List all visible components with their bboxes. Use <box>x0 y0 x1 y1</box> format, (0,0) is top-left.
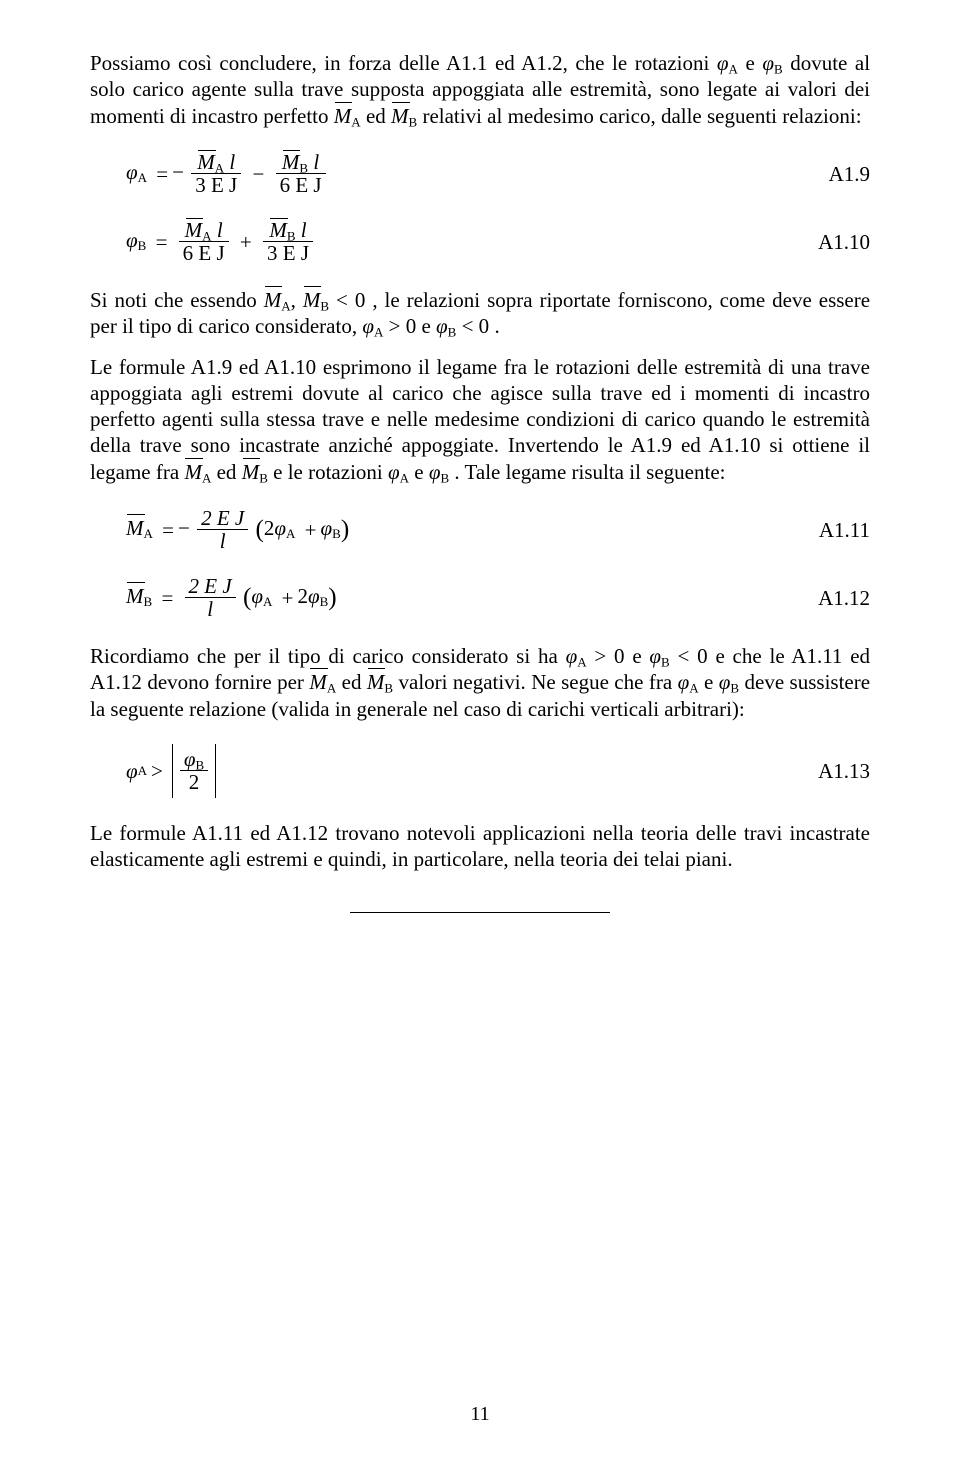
equation-number: A1.13 <box>794 758 870 784</box>
phi-a-symbol: φ <box>717 51 729 75</box>
equation-a1-13: φA > φB 2 A1.13 <box>126 744 870 798</box>
text: . Tale legame risulta il seguente: <box>454 460 725 484</box>
text: . <box>494 314 499 338</box>
m-bar-a: M <box>334 103 352 129</box>
text: ed <box>366 104 391 128</box>
paragraph-1: Possiamo così concludere, in forza delle… <box>90 50 870 129</box>
text: Possiamo così concludere, in forza delle… <box>90 51 717 75</box>
text: e le rotazioni <box>273 460 388 484</box>
equation-number: A1.12 <box>794 585 870 611</box>
paragraph-4: Ricordiamo che per il tipo di carico con… <box>90 643 870 722</box>
phi-b-symbol: φ <box>762 51 774 75</box>
paragraph-5: Le formule A1.11 ed A1.12 trovano notevo… <box>90 820 870 873</box>
text: relativi al medesimo carico, dalle segue… <box>422 104 861 128</box>
paragraph-2: Si noti che essendo MA, MB < 0 , le rela… <box>90 287 870 340</box>
section-divider <box>350 912 610 913</box>
text: valori negativi. Ne segue che fra <box>399 670 678 694</box>
text: e <box>745 51 762 75</box>
text: Si noti che essendo <box>90 288 264 312</box>
paragraph-3: Le formule A1.9 ed A1.10 esprimono il le… <box>90 354 870 485</box>
equation-a1-12: MB = 2 E J l (φA +2φB) A1.12 <box>126 575 870 621</box>
equation-number: A1.9 <box>805 161 870 187</box>
equation-number: A1.10 <box>794 229 870 255</box>
equation-a1-11: MA = − 2 E J l (2φA +φB) A1.11 <box>126 507 870 553</box>
text: Ricordiamo che per il tipo di carico con… <box>90 644 566 668</box>
equation-a1-10: φB = MA l 6 E J + MB l 3 E J A1.10 <box>126 219 870 265</box>
m-bar-b: M <box>391 103 409 129</box>
page-number: 11 <box>0 1402 960 1427</box>
text: Le formule A1.11 ed A1.12 trovano notevo… <box>90 821 870 871</box>
equation-number: A1.11 <box>795 517 870 543</box>
equation-a1-9: φA = − MA l 3 E J − MB l 6 E J A1.9 <box>126 151 870 197</box>
page: Possiamo così concludere, in forza delle… <box>0 0 960 1463</box>
